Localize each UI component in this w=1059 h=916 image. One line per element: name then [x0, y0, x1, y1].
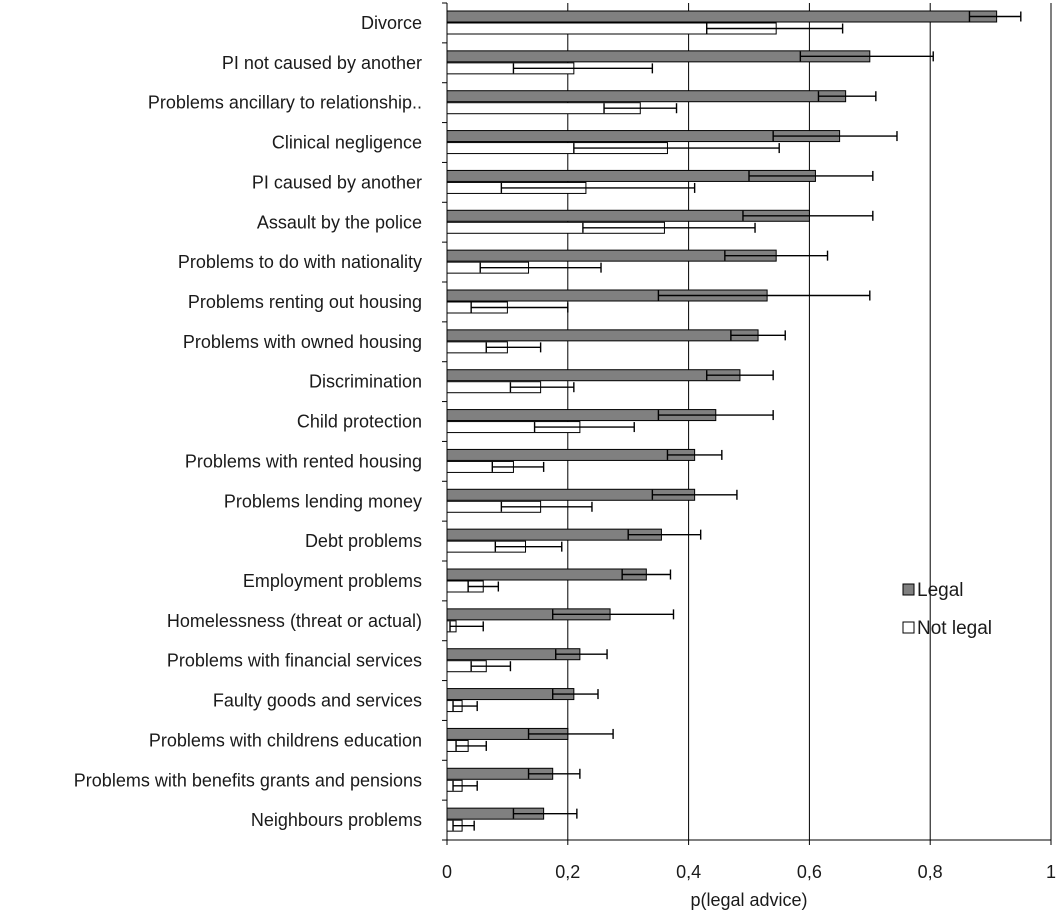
category-label: Problems to do with nationality [178, 252, 422, 272]
category-label: Problems with owned housing [183, 332, 422, 352]
bar-legal [446, 329, 759, 342]
category-label: Assault by the police [257, 212, 422, 232]
legend-swatch-not-legal [902, 621, 915, 634]
x-tick-label: 1 [1046, 862, 1056, 882]
category-label: Neighbours problems [251, 810, 422, 830]
category-label: Problems lending money [224, 491, 422, 511]
category-label: PI not caused by another [222, 53, 422, 73]
category-label: Divorce [361, 13, 422, 33]
bar-legal [446, 369, 741, 382]
category-label: Problems renting out housing [188, 292, 422, 312]
x-tick-labels: 0 0,2 0,4 0,6 0,8 1 [442, 862, 1056, 882]
category-label: Child protection [297, 412, 422, 432]
category-label: Faulty goods and services [213, 691, 422, 711]
category-label: Debt problems [305, 531, 422, 551]
bar-legal [446, 448, 696, 461]
bar-legal [446, 10, 998, 23]
legend-swatch-legal [902, 583, 915, 596]
category-label: Employment problems [243, 571, 422, 591]
category-labels: Divorce PI not caused by another Problems … [74, 13, 422, 830]
x-tick-label: 0,8 [918, 862, 943, 882]
x-tick-label: 0,2 [555, 862, 580, 882]
category-label: Problems ancillary to relationship.. [148, 93, 422, 113]
category-label: PI caused by another [252, 172, 422, 192]
x-axis-title: p(legal advice) [690, 890, 807, 910]
legend-label: Not legal [917, 618, 992, 639]
category-label: Problems with benefits grants and pensio… [74, 770, 422, 790]
category-label: Problems with rented housing [185, 451, 422, 471]
category-label: Problems with financial services [167, 651, 422, 671]
bars [446, 10, 998, 832]
bar-legal [446, 568, 647, 581]
category-label: Problems with childrens education [149, 730, 422, 750]
bar-legal [446, 90, 847, 103]
category-label: Clinical negligence [272, 133, 422, 153]
legend: Legal Not legal [902, 580, 992, 639]
x-tick-label: 0,6 [797, 862, 822, 882]
grid-lines [567, 3, 1052, 840]
legend-label: Legal [917, 580, 964, 601]
x-tick-label: 0 [442, 862, 452, 882]
category-label: Homelessness (threat or actual) [167, 611, 422, 631]
error-bars [449, 11, 1022, 831]
axes [442, 2, 1052, 845]
x-tick-label: 0,4 [676, 862, 701, 882]
category-label: Discrimination [309, 372, 422, 392]
